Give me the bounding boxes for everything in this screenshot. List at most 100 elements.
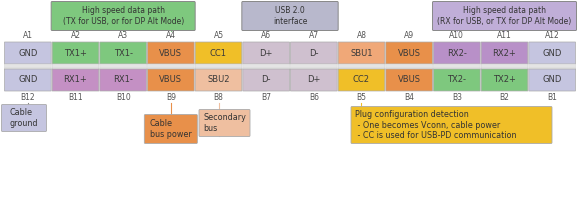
FancyBboxPatch shape: [338, 69, 385, 91]
Text: B9: B9: [166, 93, 176, 103]
Text: GND: GND: [18, 48, 38, 57]
Text: High speed data path
(TX for USB, or for DP Alt Mode): High speed data path (TX for USB, or for…: [63, 6, 184, 26]
FancyBboxPatch shape: [481, 42, 528, 64]
Text: VBUS: VBUS: [398, 76, 420, 84]
Text: VBUS: VBUS: [160, 48, 182, 57]
FancyBboxPatch shape: [338, 64, 385, 69]
FancyBboxPatch shape: [351, 107, 552, 143]
Text: TX2-: TX2-: [447, 76, 466, 84]
Text: Cable
ground: Cable ground: [10, 108, 38, 128]
Text: B10: B10: [116, 93, 130, 103]
Text: TX1-: TX1-: [114, 48, 133, 57]
Text: D-: D-: [262, 76, 271, 84]
FancyBboxPatch shape: [100, 69, 147, 91]
Text: Plug configuration detection
 - One becomes Vconn, cable power
 - CC is used for: Plug configuration detection - One becom…: [356, 110, 517, 140]
FancyBboxPatch shape: [433, 42, 480, 64]
Text: SBU1: SBU1: [350, 48, 373, 57]
FancyBboxPatch shape: [5, 68, 51, 70]
FancyBboxPatch shape: [52, 42, 99, 64]
FancyBboxPatch shape: [52, 69, 99, 91]
Text: GND: GND: [18, 76, 38, 84]
Text: B3: B3: [452, 93, 462, 103]
FancyBboxPatch shape: [529, 64, 575, 69]
Text: B12: B12: [20, 93, 35, 103]
FancyBboxPatch shape: [243, 42, 289, 64]
FancyBboxPatch shape: [195, 42, 242, 64]
Text: USB 2.0
interface: USB 2.0 interface: [273, 6, 307, 26]
Text: TX2+: TX2+: [493, 76, 516, 84]
FancyBboxPatch shape: [5, 64, 51, 69]
FancyBboxPatch shape: [2, 105, 46, 131]
FancyBboxPatch shape: [433, 69, 480, 91]
FancyBboxPatch shape: [144, 114, 197, 143]
FancyBboxPatch shape: [481, 68, 528, 70]
Text: CC2: CC2: [353, 76, 370, 84]
FancyBboxPatch shape: [243, 69, 289, 91]
Text: B7: B7: [261, 93, 271, 103]
FancyBboxPatch shape: [52, 64, 99, 69]
Text: B1: B1: [547, 93, 557, 103]
Text: B6: B6: [309, 93, 319, 103]
FancyBboxPatch shape: [291, 42, 337, 64]
Text: D+: D+: [259, 48, 273, 57]
Text: RX2+: RX2+: [492, 48, 516, 57]
FancyBboxPatch shape: [147, 42, 194, 64]
FancyBboxPatch shape: [481, 64, 528, 69]
FancyBboxPatch shape: [5, 69, 51, 91]
Text: B4: B4: [404, 93, 414, 103]
Text: RX2-: RX2-: [447, 48, 467, 57]
Text: CC1: CC1: [210, 48, 227, 57]
Text: RX1-: RX1-: [113, 76, 133, 84]
Text: SBU2: SBU2: [207, 76, 230, 84]
Text: B8: B8: [213, 93, 223, 103]
FancyBboxPatch shape: [433, 64, 480, 69]
Text: A7: A7: [309, 32, 319, 40]
FancyBboxPatch shape: [433, 2, 577, 30]
FancyBboxPatch shape: [195, 69, 242, 91]
Text: A11: A11: [497, 32, 512, 40]
Text: B11: B11: [68, 93, 83, 103]
Text: VBUS: VBUS: [160, 76, 182, 84]
FancyBboxPatch shape: [5, 42, 51, 64]
Text: A8: A8: [357, 32, 367, 40]
Text: TX1+: TX1+: [64, 48, 87, 57]
FancyBboxPatch shape: [481, 69, 528, 91]
FancyBboxPatch shape: [386, 68, 433, 70]
Text: A5: A5: [213, 32, 223, 40]
FancyBboxPatch shape: [529, 68, 575, 70]
FancyBboxPatch shape: [100, 64, 147, 69]
Text: A3: A3: [118, 32, 128, 40]
FancyBboxPatch shape: [386, 42, 433, 64]
Text: GND: GND: [542, 76, 562, 84]
Text: A1: A1: [23, 32, 33, 40]
FancyBboxPatch shape: [243, 64, 289, 69]
Text: A9: A9: [404, 32, 414, 40]
FancyBboxPatch shape: [52, 68, 99, 70]
Text: A12: A12: [545, 32, 560, 40]
Text: A2: A2: [71, 32, 81, 40]
FancyBboxPatch shape: [386, 64, 433, 69]
FancyBboxPatch shape: [338, 42, 385, 64]
FancyBboxPatch shape: [433, 68, 480, 70]
Text: D-: D-: [309, 48, 318, 57]
Text: B2: B2: [499, 93, 509, 103]
Text: D+: D+: [307, 76, 321, 84]
FancyBboxPatch shape: [147, 68, 194, 70]
FancyBboxPatch shape: [386, 69, 433, 91]
FancyBboxPatch shape: [291, 68, 337, 70]
FancyBboxPatch shape: [291, 64, 337, 69]
Text: A6: A6: [261, 32, 271, 40]
Text: B5: B5: [357, 93, 367, 103]
FancyBboxPatch shape: [529, 42, 575, 64]
Text: A10: A10: [450, 32, 464, 40]
FancyBboxPatch shape: [100, 42, 147, 64]
FancyBboxPatch shape: [291, 69, 337, 91]
Text: GND: GND: [542, 48, 562, 57]
FancyBboxPatch shape: [199, 109, 250, 137]
FancyBboxPatch shape: [51, 2, 195, 30]
FancyBboxPatch shape: [338, 68, 385, 70]
FancyBboxPatch shape: [529, 69, 575, 91]
Text: VBUS: VBUS: [398, 48, 420, 57]
FancyBboxPatch shape: [147, 64, 194, 69]
Text: Secondary
bus: Secondary bus: [203, 113, 246, 133]
